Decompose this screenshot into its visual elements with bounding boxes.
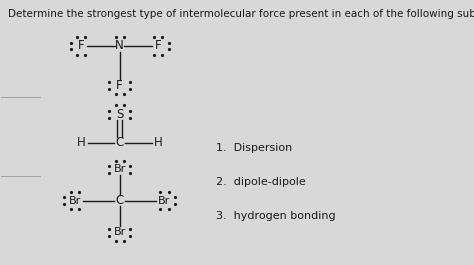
Text: C: C xyxy=(116,136,124,149)
Text: F: F xyxy=(117,79,123,92)
Text: C: C xyxy=(116,194,124,207)
Text: Determine the strongest type of intermolecular force present in each of the foll: Determine the strongest type of intermol… xyxy=(8,9,474,19)
Text: Br: Br xyxy=(158,196,171,206)
Text: H: H xyxy=(154,136,163,149)
Text: H: H xyxy=(77,136,86,149)
Text: Br: Br xyxy=(114,227,126,237)
Text: 1.  Dispersion: 1. Dispersion xyxy=(216,143,292,153)
Text: F: F xyxy=(78,39,85,52)
Text: 3.  hydrogen bonding: 3. hydrogen bonding xyxy=(216,211,335,222)
Text: Br: Br xyxy=(69,196,81,206)
Text: S: S xyxy=(116,108,123,121)
Text: 2.  dipole-dipole: 2. dipole-dipole xyxy=(216,177,305,187)
Text: F: F xyxy=(155,39,161,52)
Text: N: N xyxy=(115,39,124,52)
Text: Br: Br xyxy=(114,164,126,174)
